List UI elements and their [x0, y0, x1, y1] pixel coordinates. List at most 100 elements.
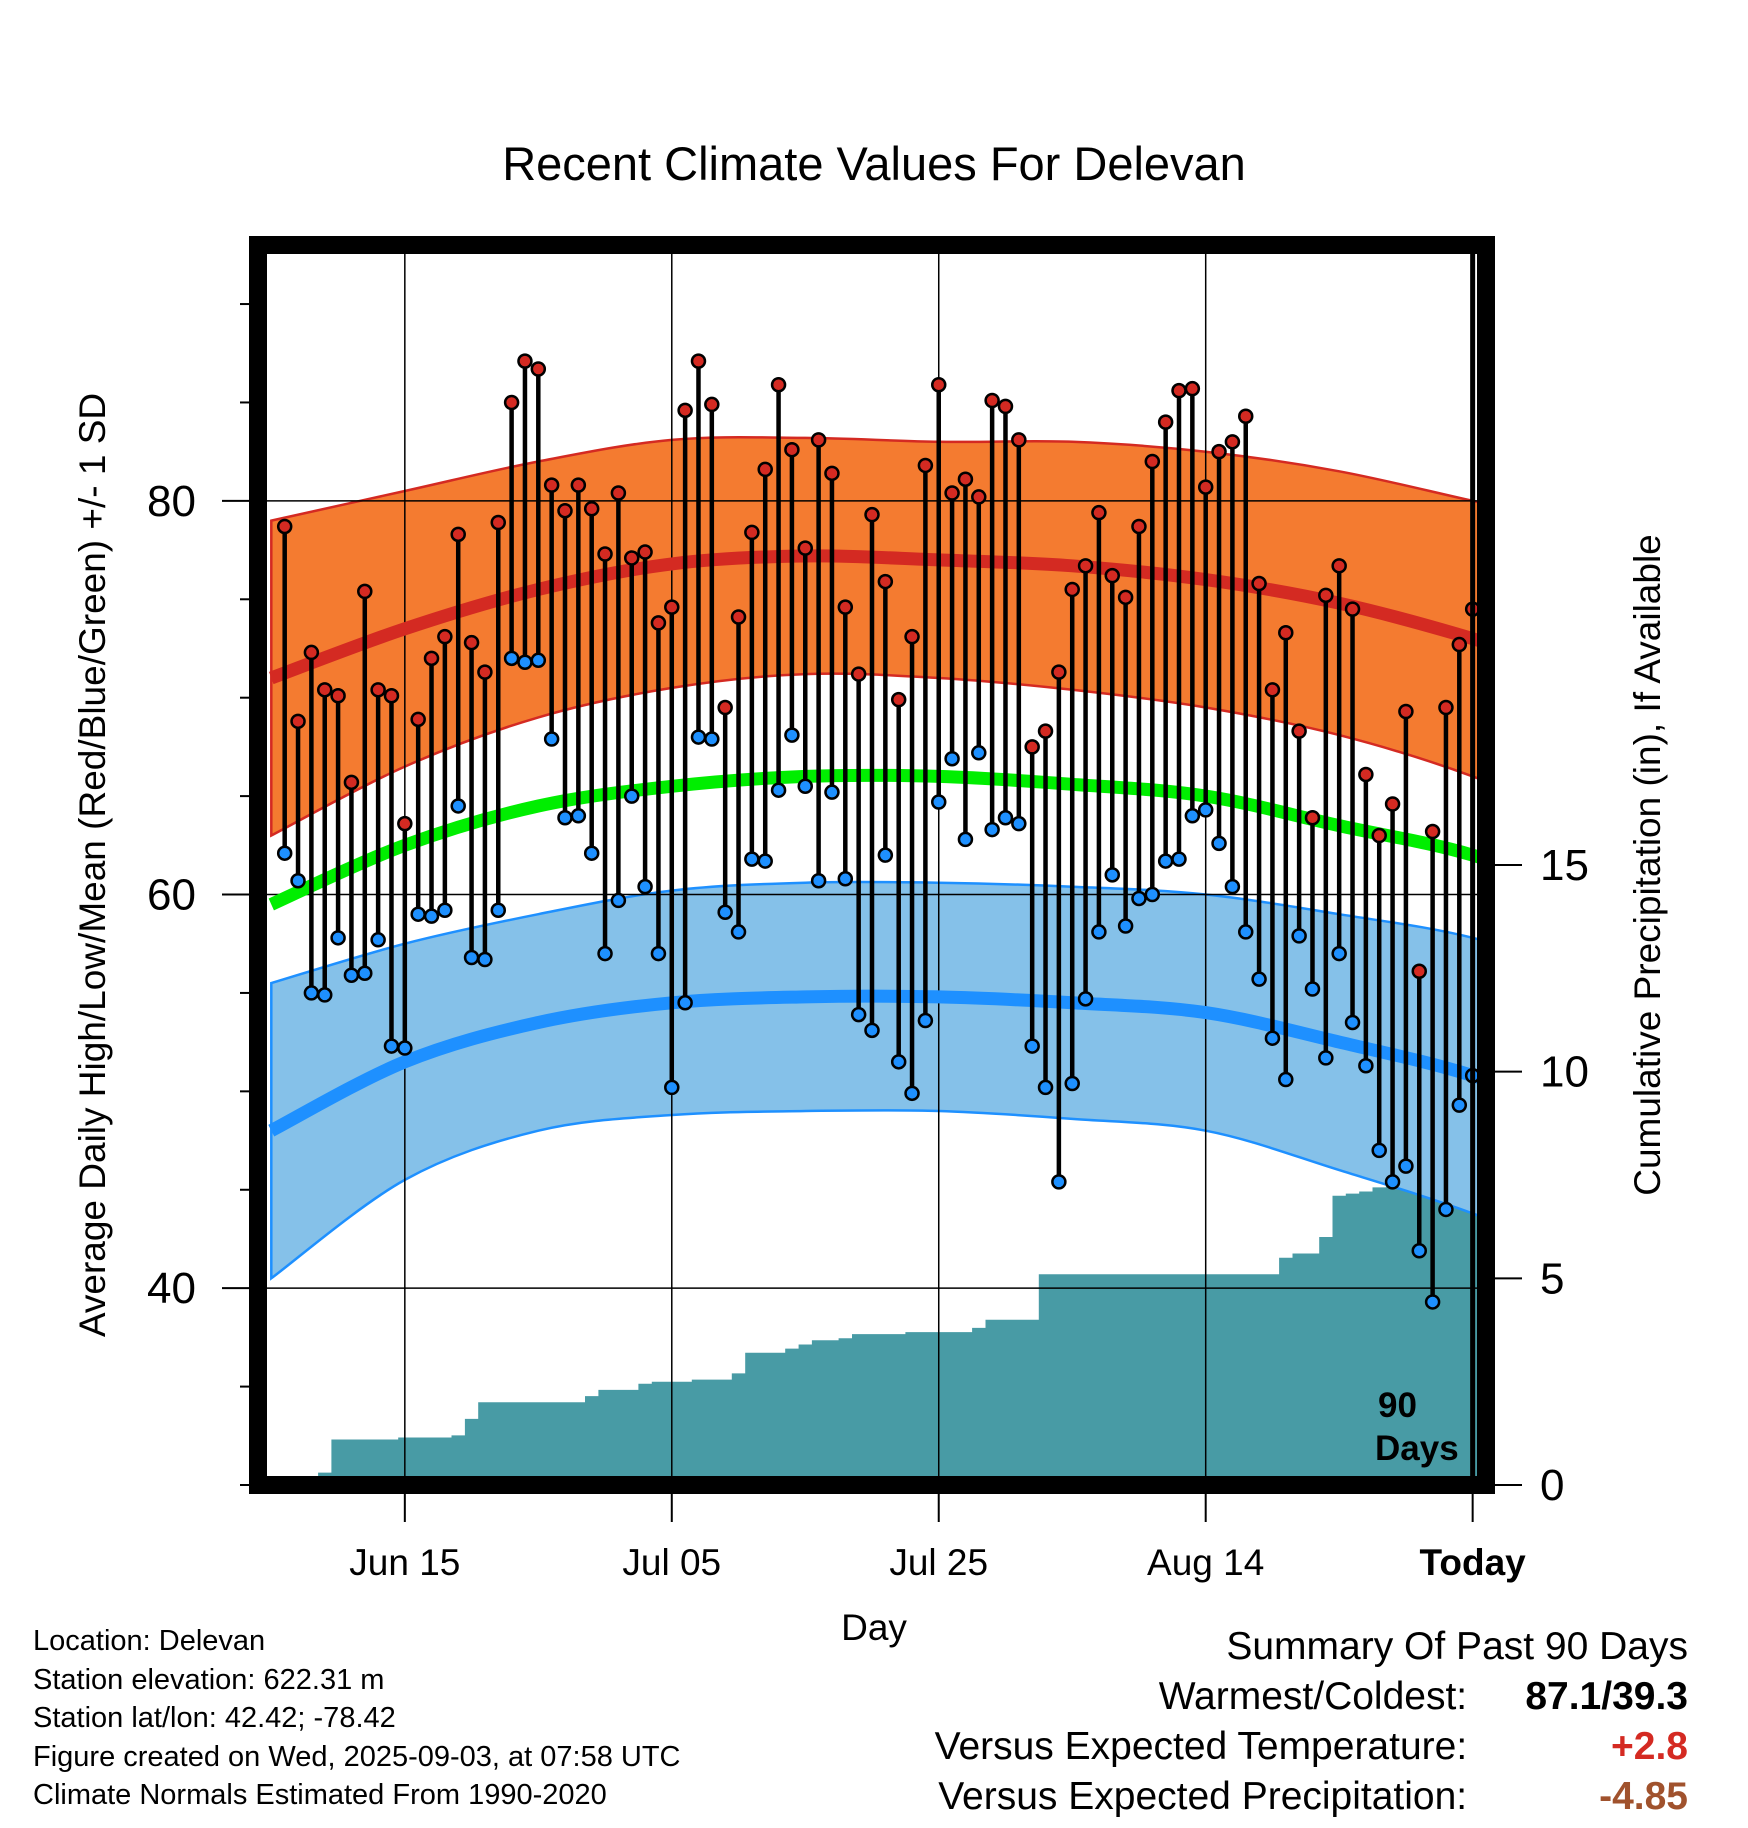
high-point [1438, 699, 1454, 716]
low-point [517, 654, 533, 671]
low-point [623, 788, 640, 804]
high-point [1131, 518, 1147, 535]
low-point [1264, 1030, 1281, 1046]
low-point [850, 1006, 867, 1023]
high-point [623, 550, 640, 566]
high-point [971, 489, 987, 505]
summary-temp-label: Versus Expected Temperature: [934, 1725, 1468, 1768]
high-point [797, 540, 814, 556]
low-point [997, 810, 1014, 826]
low-point [437, 902, 453, 919]
low-point [1278, 1071, 1294, 1088]
low-point [303, 985, 320, 1001]
high-point [543, 477, 560, 493]
low-point [810, 872, 827, 889]
low-point [784, 727, 800, 743]
today-marker-label-number: 90 [1378, 1386, 1417, 1425]
low-point [971, 745, 987, 761]
high-point [503, 394, 520, 411]
summary-temp-value: +2.8 [1611, 1725, 1688, 1768]
high-point [864, 506, 880, 523]
low-point [610, 892, 627, 909]
low-point [890, 1054, 907, 1070]
low-point [1117, 918, 1134, 934]
low-point [1037, 1079, 1054, 1096]
high-point [530, 361, 547, 377]
high-point [1411, 963, 1428, 980]
low-point [450, 798, 466, 814]
x-tick-label: Today [1420, 1542, 1527, 1583]
summary-heading: Summary Of Past 90 Days [1226, 1625, 1688, 1668]
low-point [597, 945, 613, 962]
low-point [370, 932, 386, 948]
low-point [637, 878, 653, 895]
low-point [490, 902, 507, 919]
high-point [1237, 408, 1254, 424]
high-point [824, 465, 840, 482]
info-created: Figure created on Wed, 2025-09-03, at 07… [33, 1740, 681, 1773]
low-point [1184, 808, 1201, 824]
low-point [1104, 867, 1121, 883]
high-point [303, 644, 320, 661]
y-right-tick-label: 15 [1540, 841, 1589, 890]
high-point [1011, 432, 1027, 448]
station-info: Location: Delevan Station elevation: 622… [33, 1622, 681, 1815]
high-point [330, 687, 346, 704]
high-point [770, 376, 787, 393]
high-point [1211, 443, 1227, 460]
high-point [650, 615, 667, 631]
high-point [1104, 567, 1121, 584]
low-point [957, 831, 974, 848]
low-point [1077, 991, 1094, 1007]
low-point [1331, 945, 1347, 962]
summary-warm-cold-row: Warmest/Coldest: 87.1/39.3 [935, 1672, 1688, 1722]
high-point [1037, 723, 1054, 739]
high-point [357, 583, 373, 600]
high-point [944, 485, 960, 501]
high-point [890, 691, 907, 708]
y-right-tick-label: 5 [1540, 1254, 1564, 1303]
plot-frame [249, 236, 1495, 1494]
low-point [316, 987, 333, 1003]
low-point [1024, 1038, 1040, 1054]
high-point [1117, 589, 1134, 606]
y-left-tick-label: 40 [147, 1264, 196, 1313]
low-point [397, 1040, 413, 1056]
info-latlon: Station lat/lon: 42.42; -78.42 [33, 1702, 396, 1734]
high-point [1064, 581, 1080, 598]
low-point [1318, 1050, 1334, 1066]
low-point [677, 995, 693, 1011]
high-point [1157, 414, 1174, 430]
high-point [290, 713, 306, 730]
low-point [877, 847, 894, 863]
high-point [757, 461, 773, 478]
high-point [1451, 636, 1468, 653]
chart-title: Recent Climate Values For Delevan [502, 137, 1246, 190]
low-point [463, 949, 480, 966]
high-point [1264, 682, 1281, 698]
today-marker-label-days: Days [1375, 1429, 1459, 1468]
low-point [664, 1079, 680, 1096]
low-point [1211, 835, 1227, 852]
info-elevation: Station elevation: 622.31 m [33, 1663, 385, 1696]
low-point [557, 810, 573, 826]
high-point [1424, 823, 1441, 840]
x-axis-label: Day [841, 1607, 907, 1648]
y-left-tick-label: 80 [147, 477, 196, 526]
low-point [930, 794, 947, 810]
high-point [1371, 827, 1387, 844]
low-point [343, 967, 360, 983]
low-point [1304, 981, 1321, 997]
high-point [316, 682, 333, 698]
high-point [1318, 587, 1334, 604]
high-point [850, 666, 867, 682]
high-point [1197, 479, 1214, 495]
high-point [276, 518, 293, 535]
high-point [570, 477, 587, 493]
low-point [864, 1022, 880, 1039]
high-point [557, 502, 573, 519]
x-tick-label: Jul 05 [622, 1542, 721, 1583]
summary-precip-label: Versus Expected Precipitation: [938, 1775, 1468, 1818]
low-point [1384, 1174, 1401, 1190]
